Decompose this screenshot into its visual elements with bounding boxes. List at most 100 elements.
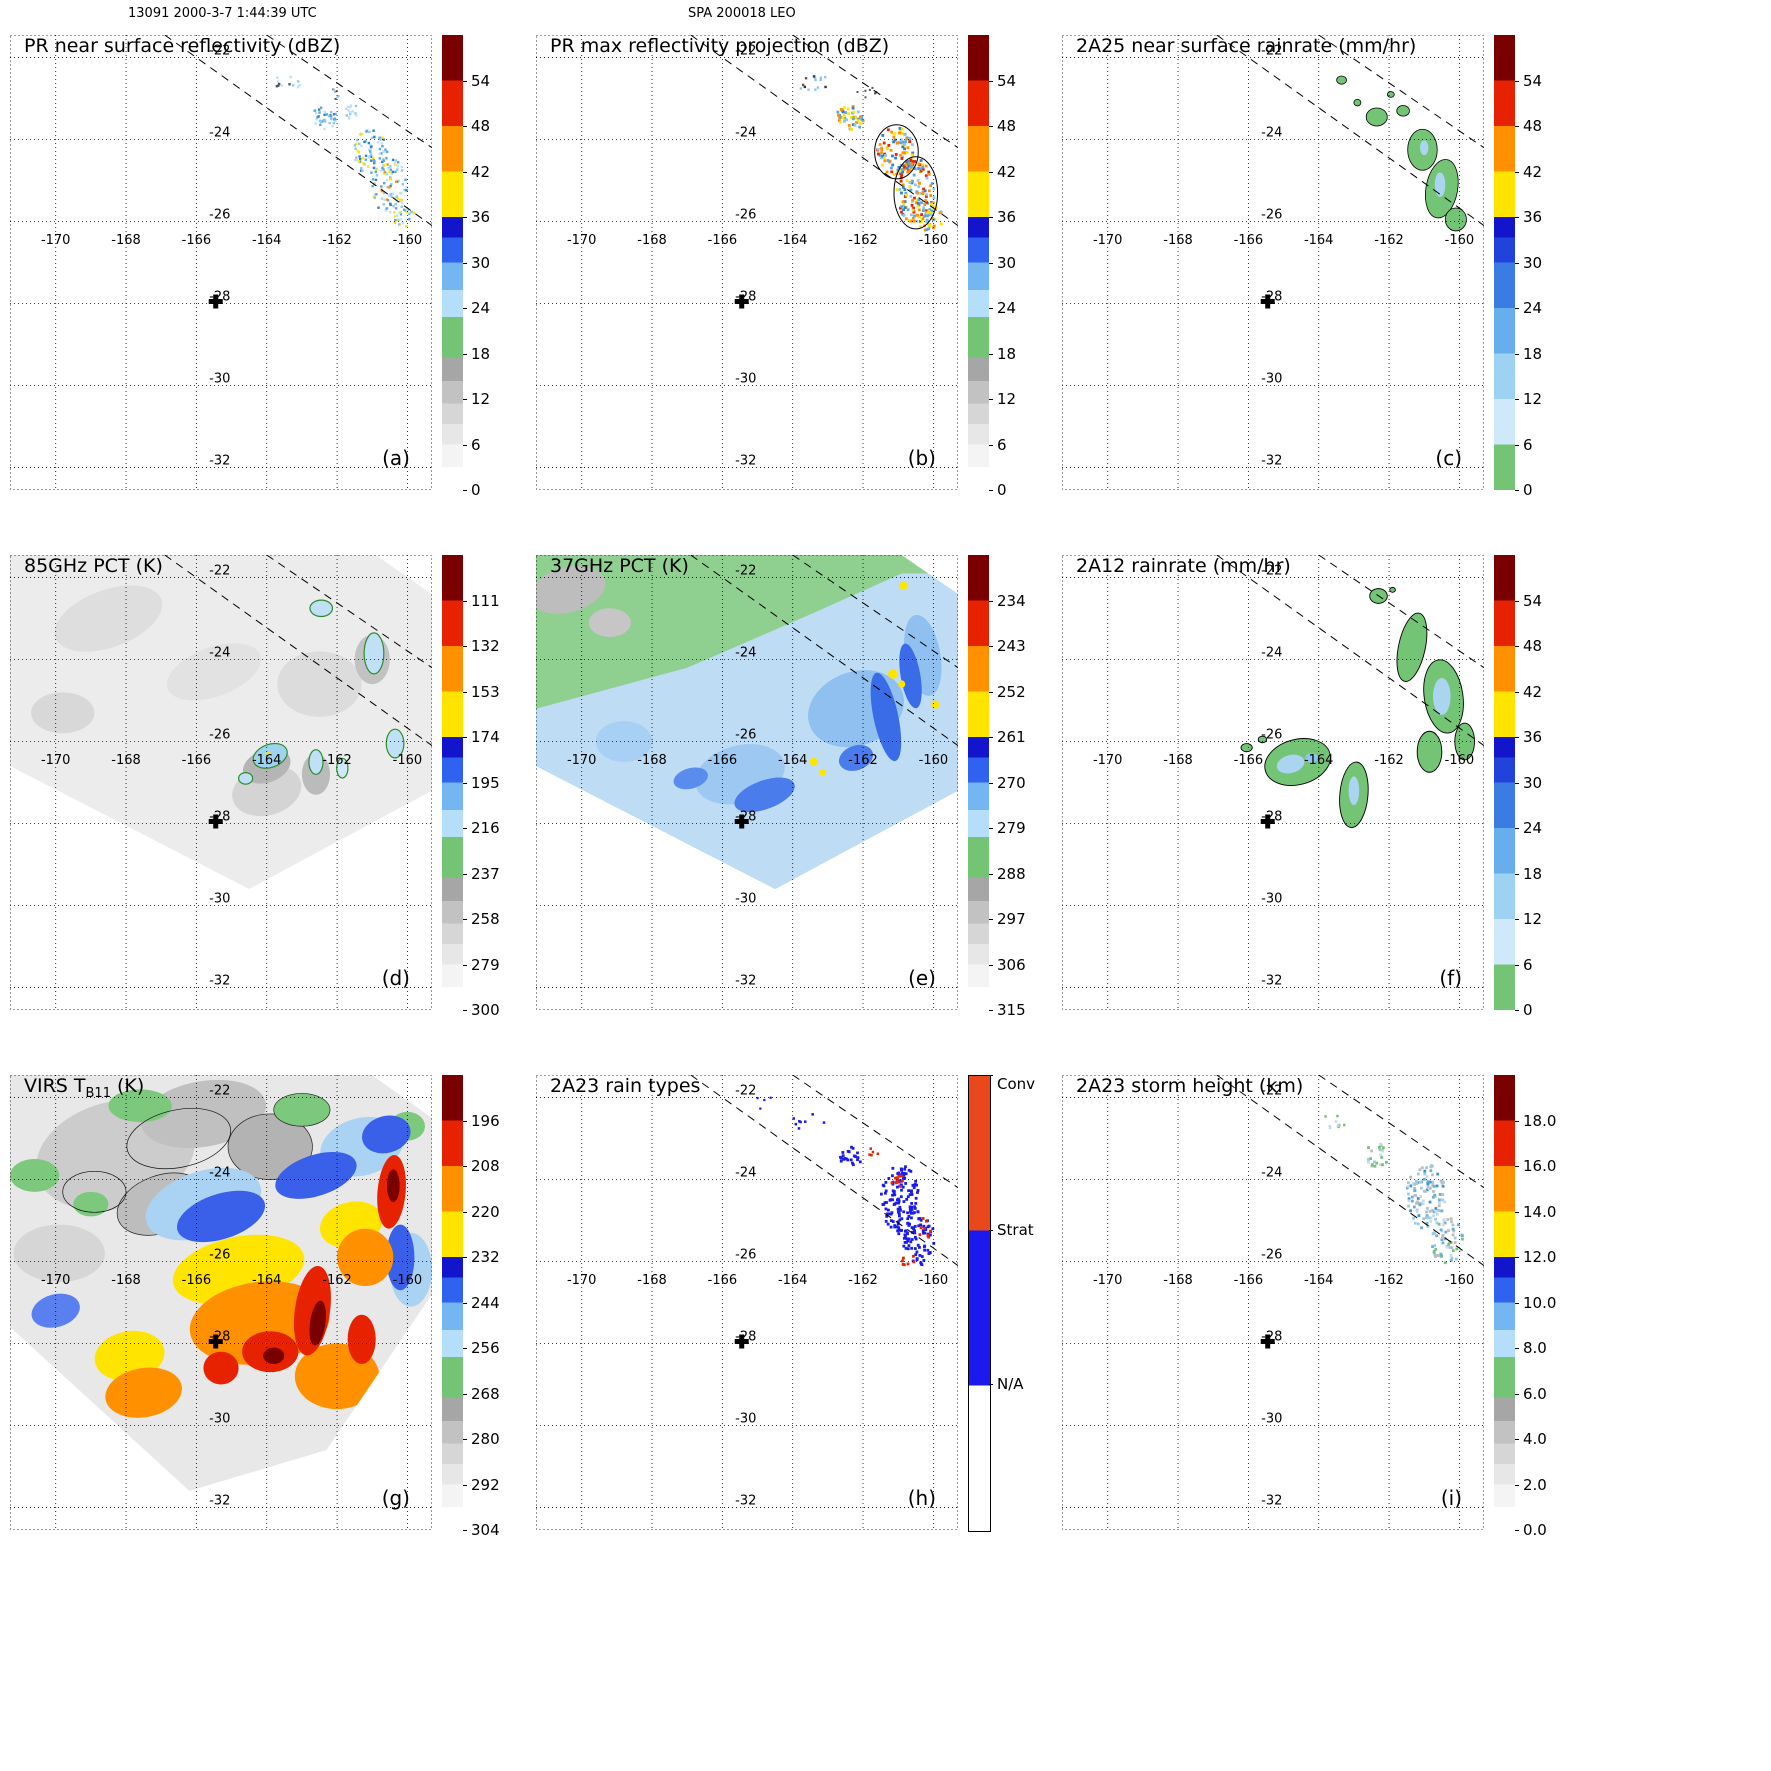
colorbar-tick-mark	[463, 1211, 467, 1213]
map-panel: -170 -168 -166 -164 -162 -160 -22 -24 -26 -28 -30-…	[10, 555, 512, 1019]
colorbar-tick-label: 54	[997, 71, 1017, 90]
panel-letter-label: (i)	[1440, 1486, 1462, 1510]
map-area: -170 -168 -166 -164 -162 -160 -22 -24 -26 -28 -30-…	[536, 35, 958, 490]
colorbar-tick-label: 270	[997, 773, 1026, 792]
colorbar-tick-label: 30	[1523, 253, 1543, 272]
storm-center-marker	[1260, 814, 1275, 829]
colorbar-tick-mark	[1515, 80, 1519, 82]
data-field	[756, 1096, 936, 1267]
colorbar-tick-mark	[1515, 308, 1519, 309]
colorbar-tick-label: 30	[997, 253, 1017, 272]
swath-edge-line	[164, 555, 432, 747]
panel-letter-label: (h)	[907, 1486, 936, 1510]
colorbar-tick-label: 12	[997, 390, 1017, 408]
colorbar: 54 48 42 36 30 24 18 12 6 0	[1494, 555, 1564, 1019]
colorbar-tick-mark	[989, 399, 993, 400]
map-panel: -170 -168 -166 -164 -162 -160 -22 -24 -26 -28 -30-…	[1062, 1075, 1564, 1539]
lat-tick-label: -26	[209, 208, 230, 223]
colorbar-tick-label: 261	[997, 728, 1026, 746]
colorbar-tick-label: 14.0	[1523, 1202, 1557, 1221]
colorbar-tick-mark	[1515, 828, 1519, 829]
colorbar-tick-label: 315	[997, 1001, 1026, 1019]
lat-tick-label: -24	[1261, 126, 1282, 141]
colorbar-tick-mark	[989, 1384, 993, 1386]
storm-center-marker	[208, 294, 223, 309]
colorbar-tick-mark	[1515, 737, 1519, 738]
colorbar-tick-mark	[1515, 1120, 1519, 1122]
map-area: -170 -168 -166 -164 -162 -160 -22 -24 -26 -28 -30-…	[1062, 555, 1484, 1010]
tick-labels: -170 -168 -166 -164 -162 -160-22-24-26-28-30-…	[1093, 1084, 1474, 1509]
colorbar-tick-label: 304	[471, 1521, 500, 1539]
lon-tick-label: -166	[708, 233, 738, 248]
panel-title-post: (K)	[110, 1075, 145, 1097]
lat-tick-label: -22	[735, 44, 756, 59]
lon-tick-label: -170	[41, 233, 71, 248]
colorbar-tick-mark	[1515, 353, 1519, 355]
colorbar-tick-label: 18	[1523, 864, 1543, 883]
data-field	[536, 555, 958, 890]
colorbar-tick-mark	[463, 1166, 467, 1167]
lon-tick-label: -166	[1234, 1273, 1264, 1288]
lat-tick-label: -30	[209, 1411, 230, 1426]
colorbar-tick-mark	[989, 353, 993, 355]
colorbar-tick-mark	[1515, 1166, 1519, 1167]
swath-edge-line	[792, 35, 958, 149]
colorbar-tick-label: 268	[471, 1384, 500, 1403]
colorbar-tick-label: 36	[1523, 728, 1543, 746]
lon-tick-label: -168	[111, 1273, 141, 1288]
colorbar-tick-label: 48	[1523, 117, 1543, 135]
lon-tick-label: -168	[1163, 233, 1193, 248]
colorbar-tick-mark	[989, 1075, 993, 1076]
lat-tick-label: -24	[1261, 646, 1282, 661]
map-canvas: -170 -168 -166 -164 -162 -160-22-24-26-28-30-…	[10, 1075, 432, 1530]
colorbar-tick-mark	[989, 600, 993, 602]
data-field	[10, 555, 432, 890]
panel-title-pre: PR max reflectivity projection (dBZ)	[550, 35, 890, 57]
colorbar-tick-mark	[463, 80, 467, 82]
colorbar-tick-mark	[463, 737, 467, 738]
colorbar-tick-mark	[1515, 444, 1519, 446]
colorbar: 54 48 42 36 30 24 18 12 6 0	[968, 35, 1038, 499]
colorbar-tick-mark	[463, 308, 467, 309]
lat-tick-label: -30	[1261, 371, 1282, 386]
colorbar-gradient	[1494, 35, 1515, 490]
panel-title: 2A23 rain types	[550, 1075, 700, 1101]
lat-tick-label: -26	[1261, 1248, 1282, 1263]
data-field	[1324, 1114, 1464, 1265]
colorbar-tick-mark	[463, 399, 467, 400]
colorbar: 18.0 16.0 14.0 12.0 10.0 8.0 6.0 4.0 2.0 0.0	[1494, 1075, 1564, 1539]
colorbar-labels: 54 48 42 36 30 24 18 12 6 0	[1523, 35, 1564, 500]
colorbar-tick-mark	[1515, 1257, 1519, 1258]
panel-title: 85GHz PCT (K)	[24, 555, 163, 581]
swath-edge-line	[266, 35, 432, 149]
colorbar-gradient	[968, 1075, 991, 1532]
colorbar-tick-label: 36	[997, 208, 1017, 226]
panel-title: VIRS TB11 (K)	[24, 1075, 144, 1101]
colorbar-tick-mark	[463, 1348, 467, 1349]
lat-tick-label: -22	[1261, 44, 1282, 59]
colorbar-tick-label: 208	[471, 1157, 500, 1175]
lon-tick-label: -166	[1234, 233, 1264, 248]
lon-tick-label: -160	[919, 233, 949, 248]
colorbar-tick-mark	[463, 1439, 467, 1440]
colorbar-tick-mark	[463, 1530, 467, 1531]
colorbar-tick-label: 153	[471, 682, 500, 701]
lon-tick-label: -162	[848, 1273, 878, 1288]
swath-edge-line	[1318, 35, 1484, 149]
tick-labels: -170 -168 -166 -164 -162 -160-22-24-26-28-30-…	[567, 44, 948, 469]
colorbar-labels: 54 48 42 36 30 24 18 12 6 0	[471, 35, 512, 500]
graticule	[536, 35, 958, 490]
colorbar-tick-label: 6	[997, 435, 1007, 454]
lon-tick-label: -160	[919, 1273, 949, 1288]
colorbar-tick-label: 6	[471, 435, 481, 454]
lon-tick-label: -164	[252, 1273, 282, 1288]
lat-tick-label: -30	[735, 891, 756, 906]
colorbar-tick-label: 111	[471, 591, 500, 610]
map-area: -170 -168 -166 -164 -162 -160 -22 -24 -26 -28 -30-…	[1062, 35, 1484, 490]
colorbar-labels: 234 243 252 261 270 279 288 297 306 315	[997, 555, 1038, 1020]
colorbar-tick-label: 6	[1523, 955, 1533, 974]
tick-labels: -170 -168 -166 -164 -162 -160-22-24-26-28-30-…	[567, 1084, 948, 1509]
map-canvas: -170 -168 -166 -164 -162 -160-22-24-26-28-30-…	[536, 35, 958, 490]
data-field	[1336, 75, 1467, 232]
colorbar-tick-mark	[1515, 1302, 1519, 1304]
